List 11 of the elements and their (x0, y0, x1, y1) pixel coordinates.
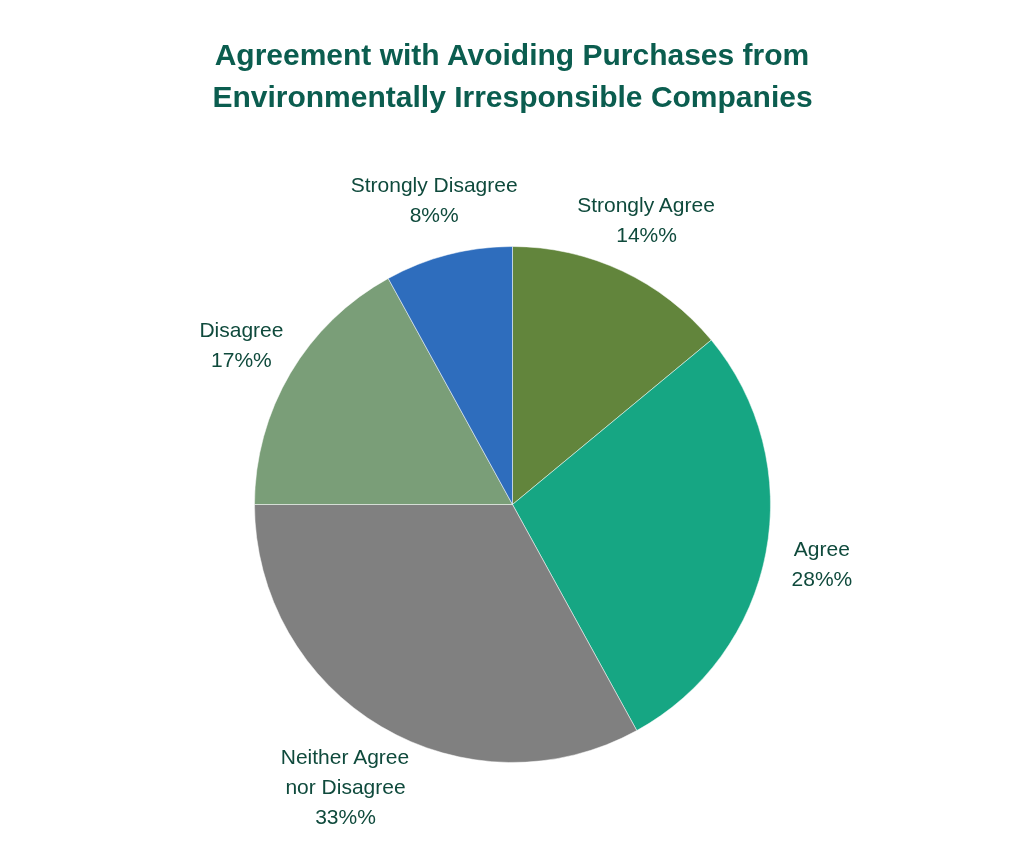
data-label: 28%% (791, 566, 853, 590)
slice-label: Neither Agree nor Disagree (280, 745, 410, 799)
slice-label: Disagree (199, 317, 284, 341)
slice-label: Strongly Disagree (350, 172, 518, 196)
data-label: 14%% (616, 222, 677, 246)
data-label: 33%% (315, 805, 376, 829)
chart-title: Agreement with Avoiding Purchases from Environmentally Irresponsible Companies (212, 38, 813, 113)
data-label: 8%% (409, 202, 459, 226)
slice-label: Agree (793, 537, 850, 561)
slice-label: Strongly Agree (577, 193, 715, 217)
data-label: 17%% (211, 347, 272, 371)
